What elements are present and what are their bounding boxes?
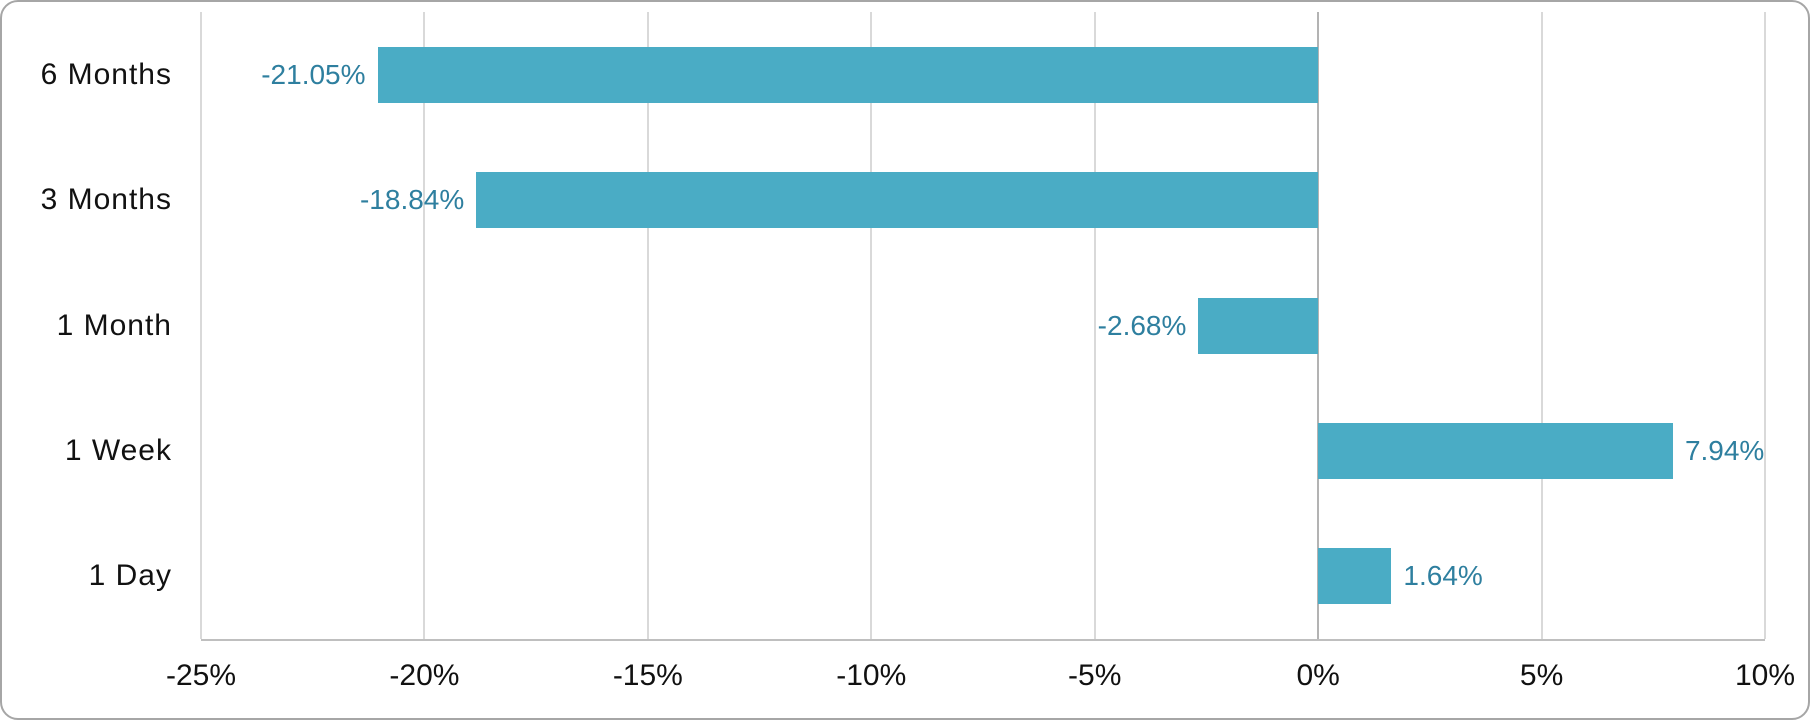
category-label: 3 Months xyxy=(40,183,172,217)
x-tick-label: -25% xyxy=(165,659,237,692)
bar-value-label: -2.68% xyxy=(1097,309,1187,341)
category-axis: 6 Months 3 Months 1 Month 1 Week 1 Day xyxy=(2,12,172,639)
gridline xyxy=(646,12,649,639)
x-tick-label: -10% xyxy=(836,659,907,692)
bar-value-label: -18.84% xyxy=(359,184,465,216)
x-axis: -25% -20% -15% -10% -5% 0% 5% 10% xyxy=(166,654,1795,698)
bar xyxy=(1318,422,1673,479)
bar-value-label: -21.05% xyxy=(261,58,366,90)
x-tick-label: -15% xyxy=(612,659,683,692)
gridline xyxy=(870,12,873,639)
x-tick-label: 5% xyxy=(1519,659,1564,692)
category-label: 1 Month xyxy=(56,308,172,342)
category-label: 1 Day xyxy=(88,559,172,593)
bar-value-label: 7.94% xyxy=(1684,434,1765,466)
category-label: 6 Months xyxy=(40,57,172,91)
bar xyxy=(1318,548,1392,605)
gridline xyxy=(1764,12,1766,639)
plot-area: -21.05% -18.84% -2.68% 7.94% 1.64% xyxy=(200,12,1766,641)
x-tick-label: 0% xyxy=(1296,659,1340,692)
category-label: 1 Week xyxy=(64,433,172,467)
x-tick-label: -20% xyxy=(389,659,460,692)
gridline xyxy=(1093,12,1096,639)
gridline xyxy=(1540,12,1543,639)
x-tick-label: -5% xyxy=(1068,659,1122,692)
gridline xyxy=(200,12,202,639)
zero-gridline xyxy=(1317,12,1320,639)
x-tick-label: 10% xyxy=(1734,659,1796,692)
bar xyxy=(476,172,1319,229)
bar-value-label: 1.64% xyxy=(1403,560,1483,592)
gridline xyxy=(423,12,426,639)
bar xyxy=(1198,297,1319,354)
bar xyxy=(377,46,1319,103)
